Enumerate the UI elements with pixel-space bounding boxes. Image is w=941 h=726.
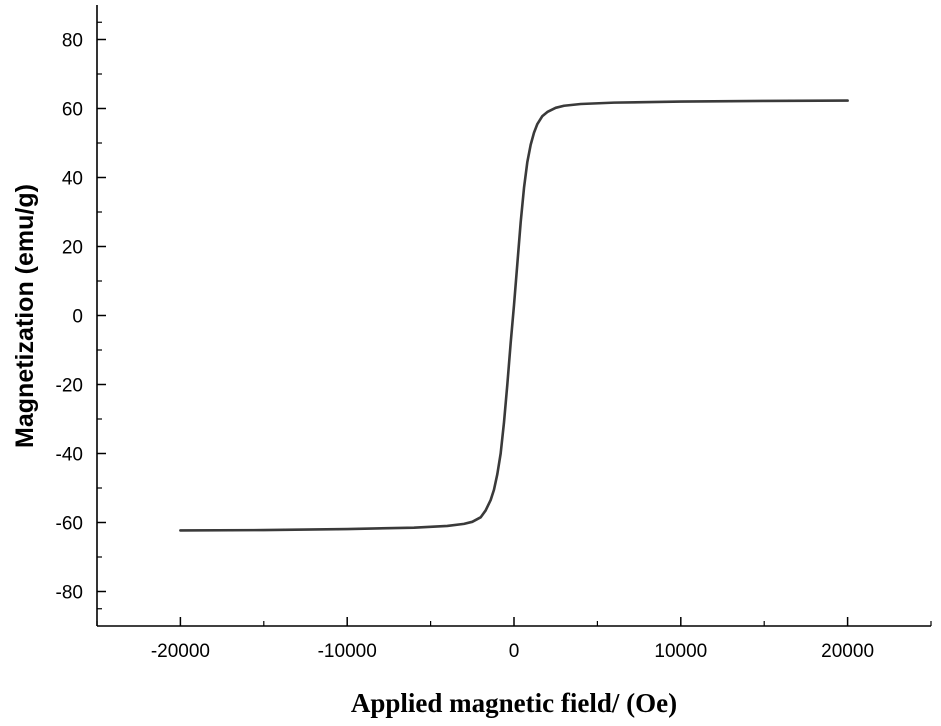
y-tick-label: -80 — [56, 583, 83, 604]
x-tick-label: 20000 — [821, 641, 874, 662]
y-axis-label: Magnetization (emu/g) — [11, 184, 39, 448]
x-tick-label: 0 — [509, 641, 520, 662]
y-tick-label: -40 — [56, 445, 83, 466]
axes: -80 -60 -40 -20 0 20 40 60 80 -20000 -10000 0 10000 2… — [56, 5, 931, 662]
x-tick-label: -20000 — [151, 641, 210, 662]
series-layer — [180, 101, 847, 531]
y-tick-label: -60 — [56, 514, 83, 535]
y-tick-label: -20 — [56, 376, 83, 397]
y-tick-label: 40 — [62, 169, 83, 190]
x-tick-label: 10000 — [654, 641, 707, 662]
x-axis-label: Applied magnetic field/ (Oe) — [351, 688, 677, 718]
x-tick-label: -10000 — [318, 641, 377, 662]
y-tick-label: 20 — [62, 238, 83, 259]
y-tick-label: 80 — [62, 31, 83, 52]
y-tick-label: 0 — [72, 307, 83, 328]
magnetization-curve — [180, 101, 847, 531]
y-tick-label: 60 — [62, 100, 83, 121]
